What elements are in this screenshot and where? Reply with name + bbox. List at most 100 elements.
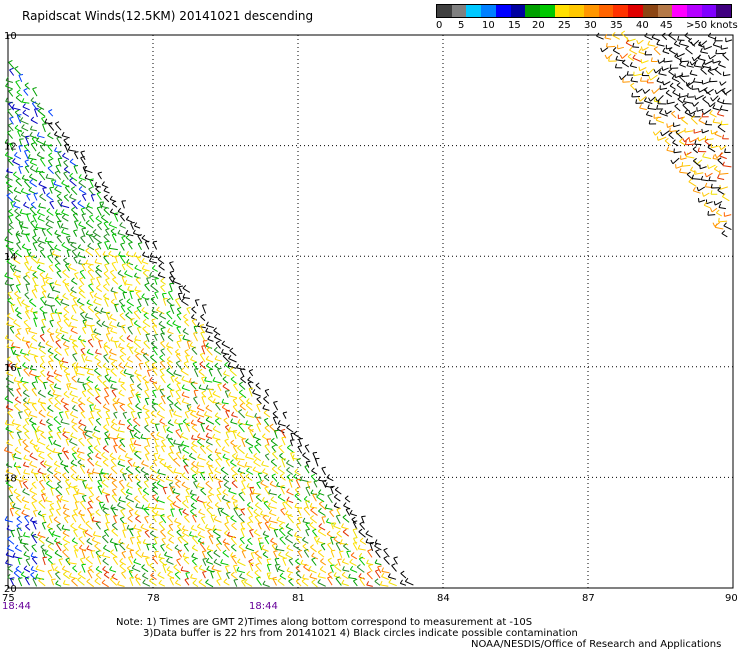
wind-barb-flag [22,109,27,114]
wind-barb [286,476,293,482]
wind-barb [31,404,38,412]
wind-barb-flag [205,355,210,360]
wind-barb-flag [110,228,115,232]
wind-barb [98,502,103,510]
wind-barb-flag [62,427,66,432]
wind-barb-flag [222,475,227,479]
wind-barb-flag [178,423,183,425]
wind-barb [200,517,206,525]
wind-barb [126,504,134,511]
wind-barb-flag [252,389,256,394]
wind-barb [193,398,199,405]
wind-barb [144,241,150,250]
wind-barb [666,149,674,153]
wind-barb [73,230,78,237]
wind-barb-flag [132,446,136,451]
wind-barb-flag [191,424,196,428]
wind-barb [262,408,270,411]
wind-barb-flag [223,370,227,375]
wind-barb-flag [72,344,77,347]
wind-barb-flag [20,131,25,136]
wind-barb-flag [34,108,39,110]
wind-barb [40,434,47,440]
wind-barb [154,292,159,299]
wind-barb [664,140,671,146]
wind-barb [64,349,69,357]
wind-barb [228,395,238,399]
wind-barb-flag [669,82,674,87]
wind-barb [190,422,197,426]
wind-barb-flag [137,255,142,259]
wind-barb-flag [154,504,158,509]
wind-barb [136,542,141,551]
wind-barb-flag [78,186,83,190]
wind-barb [57,152,63,159]
wind-barb-flag [166,566,170,571]
wind-barb [18,222,23,230]
wind-barb [9,266,15,273]
wind-barb [165,546,173,552]
wind-barb [4,398,14,404]
wind-barb-flag [63,257,68,261]
wind-barb-flag [8,388,13,391]
wind-barb [29,176,38,182]
wind-barb [182,287,191,293]
wind-barb-flag [17,328,22,330]
wind-barb [62,538,71,544]
wind-barb-flag [60,362,64,366]
wind-barb-flag [215,438,220,442]
wind-barb-flag [53,369,57,374]
wind-barb-flag [67,558,71,563]
wind-barb-flag [661,66,664,71]
wind-barb-flag [316,493,320,498]
wind-barb-flag [32,276,37,279]
wind-barb [96,412,103,419]
wind-barb [5,337,13,342]
wind-barb [15,217,21,223]
wind-barb-flag [160,513,165,517]
wind-barb [119,405,125,412]
wind-barb [45,343,54,348]
wind-barb [47,454,53,461]
wind-barb [722,165,732,168]
wind-barb-flag [109,452,114,457]
wind-barb-flag [258,472,263,475]
wind-barb-flag [95,186,100,190]
wind-barb-flag [61,524,65,529]
wind-barb-flag [656,136,659,141]
wind-barb-flag [40,296,45,299]
wind-barb [704,45,712,50]
wind-barb [33,229,37,237]
wind-barb [700,51,708,54]
wind-barb-flag [264,417,269,421]
wind-barb [693,190,701,194]
wind-barb [104,397,110,405]
wind-barb [132,465,141,469]
wind-barb-flag [159,557,163,561]
wind-barb [144,427,151,433]
wind-barb-flag [71,186,76,190]
wind-barb-flag [96,191,102,195]
wind-barb-flag [60,397,64,402]
wind-barb-flag [49,383,54,386]
wind-barb-flag [686,82,691,86]
wind-barb-flag [133,310,139,313]
wind-barb [311,555,319,560]
wind-barb [672,92,680,97]
wind-barb [196,471,205,474]
wind-barb [68,562,77,565]
wind-barb [29,208,37,216]
wind-barb-flag [143,340,148,344]
wind-barb [271,545,277,551]
wind-barb-flag [19,348,23,353]
wind-barb [381,576,389,580]
wind-barb-flag [45,221,49,225]
wind-barb [162,564,167,574]
wind-barb [199,363,207,370]
wind-barb [101,482,109,488]
wind-barb [400,582,407,586]
wind-barb-flag [69,291,74,295]
wind-barb-flag [717,123,722,128]
wind-barb-flag [277,577,282,582]
